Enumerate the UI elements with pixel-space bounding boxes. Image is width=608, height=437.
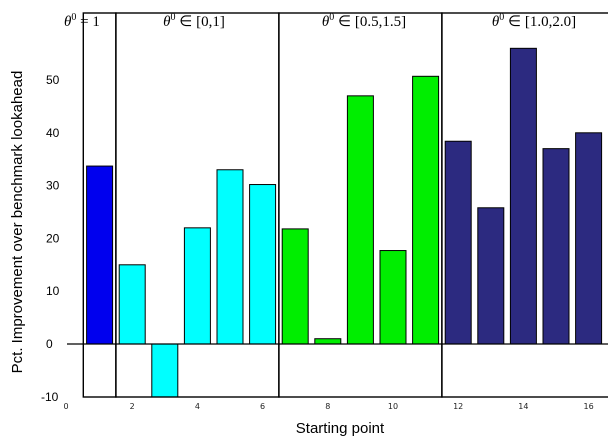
y-tick-label: 10 <box>46 284 60 298</box>
x-tick-label: 10 <box>388 402 398 411</box>
y-axis-label: Pct. Improvement over benchmark lookahea… <box>9 71 26 374</box>
bar-14 <box>509 47 537 345</box>
bar-10 <box>379 250 407 345</box>
x-tick-label: 6 <box>260 402 265 411</box>
group-label-0: θ0 = 1 <box>64 12 100 30</box>
group-box-3 <box>441 12 608 398</box>
x-tick-labels: 0 2 4 6 8 10 12 14 16 <box>63 402 593 411</box>
bar-15 <box>542 148 570 345</box>
y-tick-label: 0 <box>46 337 53 351</box>
bar-16 <box>575 132 603 345</box>
group-label-1: θ0 ∈ [0,1] <box>163 12 225 30</box>
x-tick-label: 0 <box>63 402 68 411</box>
bar-3 <box>151 343 179 398</box>
y-tick-label: 50 <box>46 73 60 87</box>
x-tick-label: 12 <box>453 402 463 411</box>
group-labels: θ0 = 1 θ0 ∈ [0,1] θ0 ∈ [0.5,1.5] θ0 ∈ [1.0,… <box>64 12 576 30</box>
x-tick-label: 8 <box>325 402 330 411</box>
x-tick-label: 2 <box>130 402 135 411</box>
bar-13 <box>477 207 505 345</box>
y-tick-label: 40 <box>46 126 60 140</box>
bar-11 <box>412 75 440 345</box>
group-label-3: θ0 ∈ [1.0,2.0] <box>492 12 576 30</box>
bar-12 <box>444 140 472 345</box>
bar-1 <box>86 165 114 345</box>
bar-8 <box>314 338 342 345</box>
x-tick-label: 4 <box>195 402 200 411</box>
y-tick-label: 20 <box>46 231 60 245</box>
y-tick-label: -10 <box>41 390 59 404</box>
bar-5 <box>216 169 244 345</box>
x-tick-label: 14 <box>518 402 528 411</box>
y-tick-labels: -10 0 10 20 30 40 50 <box>41 73 60 404</box>
y-tick-label: 30 <box>46 179 60 193</box>
group-label-2: θ0 ∈ [0.5,1.5] <box>322 12 406 30</box>
group-boxes <box>82 12 608 398</box>
bar-4 <box>183 227 211 345</box>
bar-7 <box>281 228 309 345</box>
bar-9 <box>346 95 374 345</box>
x-axis-label: Starting point <box>296 420 385 437</box>
bar-2 <box>118 264 146 345</box>
bars-layer <box>86 47 603 398</box>
x-tick-label: 16 <box>584 402 594 411</box>
bar-6 <box>249 184 277 345</box>
